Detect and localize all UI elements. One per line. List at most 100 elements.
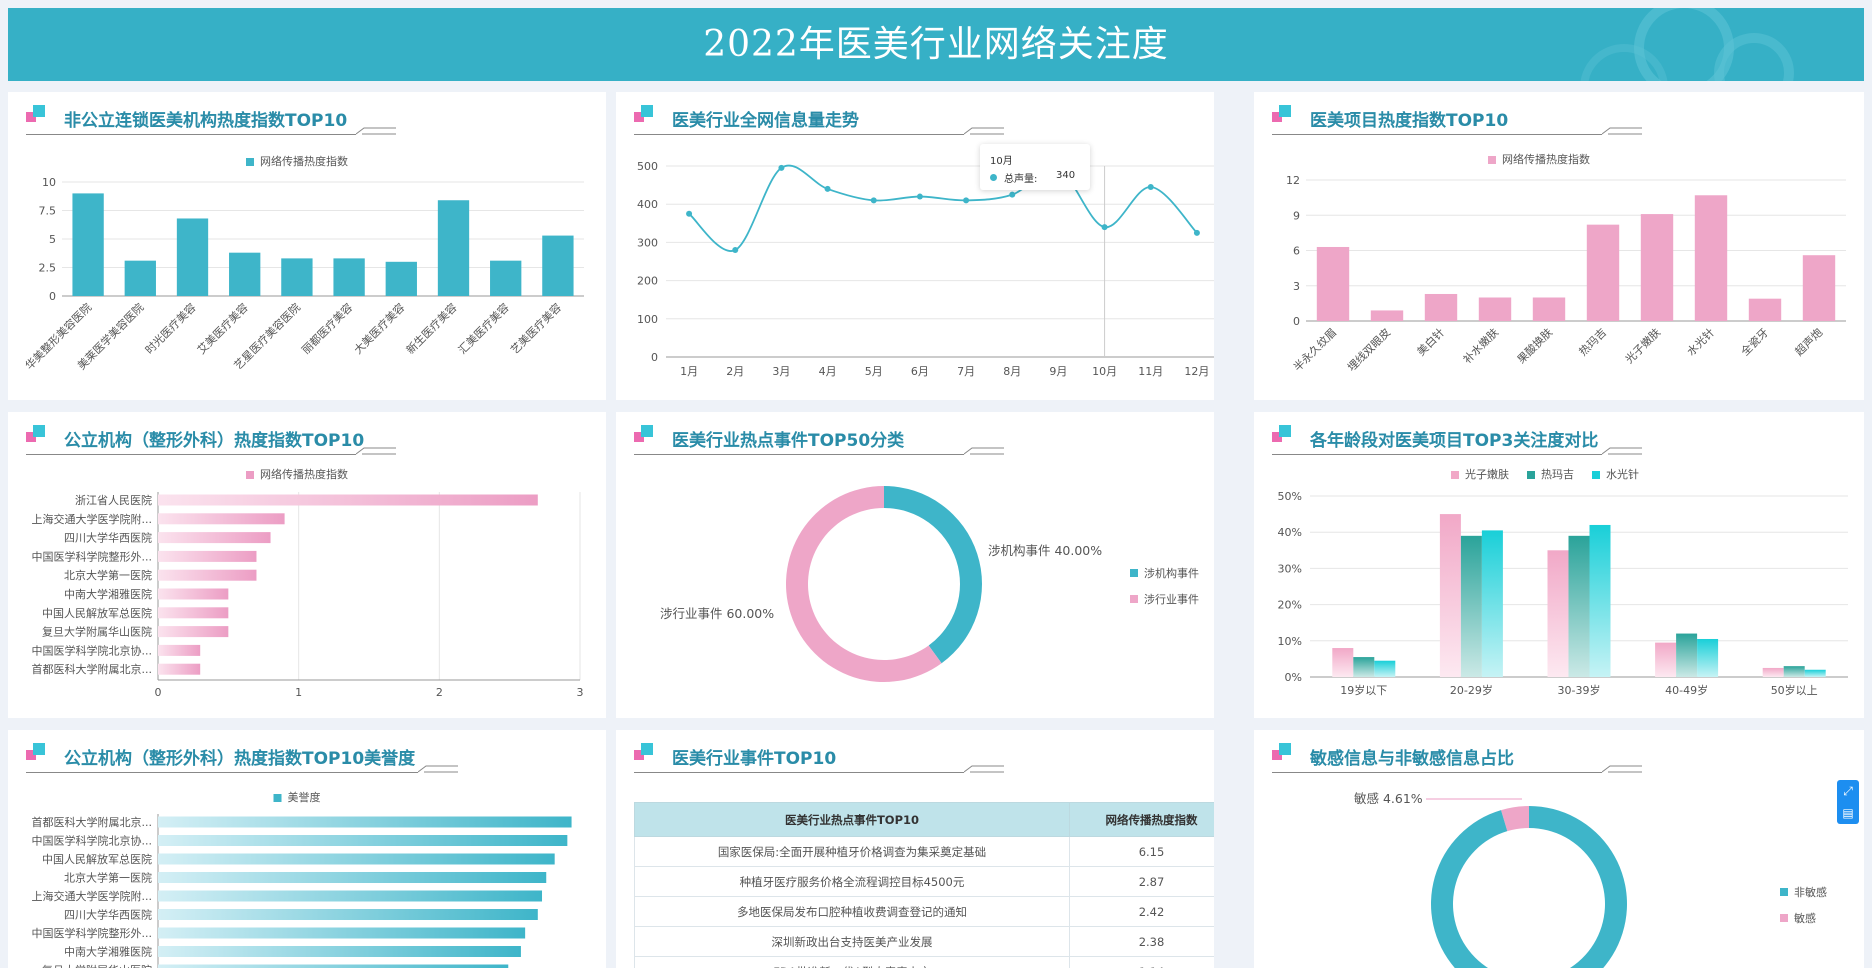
x-tick-label: 2月	[726, 365, 744, 378]
bar	[124, 260, 156, 296]
y-tick-label: 首都医科大学附属北京...	[32, 662, 153, 676]
bar	[1316, 246, 1350, 321]
table-cell: 2.38	[1069, 926, 1214, 957]
bar	[1370, 310, 1404, 321]
table-cell: 国家医保局:全面开展种植牙价格调查为集采奠定基础	[634, 836, 1070, 867]
data-point	[1101, 224, 1108, 231]
bar	[1783, 666, 1805, 677]
bar	[158, 853, 555, 865]
chart-nonpublic-chain: 网络传播热度指数02.557.510华美整形美容医院美莱医学美容医院时光医疗美容…	[22, 154, 584, 372]
table-header-index: 网络传播热度指数	[1069, 802, 1214, 837]
y-tick-label: 100	[637, 313, 658, 326]
bar	[158, 532, 271, 544]
bar	[1655, 642, 1677, 677]
bar	[229, 252, 261, 296]
y-tick-label: 上海交通大学医学院附...	[32, 889, 153, 903]
bar	[333, 258, 365, 296]
x-tick-label: 美白针	[1414, 325, 1447, 358]
dashboard-title: 2022年医美行业网络关注度	[703, 24, 1169, 65]
expand-icon[interactable]: ⤢	[1843, 784, 1853, 798]
y-tick-label: 30%	[1278, 562, 1302, 575]
data-point	[963, 197, 970, 204]
document-icon[interactable]: ▤	[1842, 806, 1854, 820]
header-decoration	[1580, 8, 1794, 81]
data-point	[870, 197, 877, 204]
panel-title: 非公立连锁医美机构热度指数TOP10	[64, 111, 348, 131]
y-tick-label: 10%	[1278, 635, 1302, 648]
bar	[1460, 535, 1482, 677]
x-tick-label: 热玛吉	[1577, 326, 1610, 359]
bar	[158, 816, 572, 828]
x-tick-label: 丽都医疗美容	[299, 300, 356, 357]
y-tick-label: 中国医学科学院北京协...	[32, 643, 153, 657]
y-tick-label: 上海交通大学医学院附...	[32, 512, 153, 526]
bar	[1332, 648, 1354, 677]
bar	[158, 626, 229, 638]
panel-title: 医美行业全网信息量走势	[672, 111, 859, 131]
floating-toolbar: ⤢ ▤	[1837, 780, 1859, 824]
panel-event-categories: 医美行业热点事件TOP50分类 涉机构事件 40.00% 涉行业事件 60.00%…	[616, 412, 1214, 718]
y-tick-label: 20%	[1278, 599, 1302, 612]
y-tick-label: 中南大学湘雅医院	[64, 587, 152, 601]
table-cell: 6.15	[1069, 836, 1214, 867]
table-cell: 深圳新政出台支持医美产业发展	[634, 926, 1070, 957]
x-tick-label: 1	[295, 686, 302, 699]
chart-projects: 网络传播热度指数 0 3 6 9 12 半永久纹眉 埋线双眼皮 美白针 补水嫩肤 果酸换肤 热玛吉 光子…	[1286, 152, 1846, 374]
y-tick-label: 10	[42, 176, 56, 189]
legend-swatch	[1451, 471, 1459, 479]
x-tick-label: 19岁以下	[1340, 683, 1387, 697]
pie-slice	[786, 486, 942, 682]
x-tick-label: 5月	[865, 365, 883, 378]
bar	[1697, 638, 1719, 677]
x-tick-label: 30-39岁	[1558, 683, 1601, 697]
y-tick-label: 中国医学科学院整形外...	[32, 549, 153, 563]
table-cell: 2.42	[1069, 896, 1214, 927]
y-tick-label: 500	[637, 160, 658, 173]
legend-swatch	[1130, 569, 1138, 577]
y-tick-label: 北京大学第一医院	[64, 568, 152, 582]
x-tick-label: 全瓷牙	[1738, 325, 1771, 358]
data-point	[824, 185, 831, 192]
y-tick-label: 复旦大学附属华山医院	[42, 963, 152, 968]
data-label: 涉行业事件 60.00%	[660, 606, 774, 621]
table-row: 种植牙医疗服务价格全流程调控目标4500元 2.87	[634, 866, 1214, 897]
data-point	[732, 247, 739, 254]
bar	[158, 644, 201, 656]
bar	[1694, 195, 1728, 321]
data-point	[1147, 184, 1154, 191]
x-tick-label: 4月	[819, 365, 837, 378]
table-row: FDA批准新一代A型肉毒素上市1.14	[634, 956, 1214, 968]
data-label: 涉机构事件 40.00%	[988, 543, 1102, 558]
bar	[158, 663, 201, 675]
table-row: 国家医保局:全面开展种植牙价格调查为集采奠定基础 6.15	[634, 836, 1214, 867]
bar	[1478, 297, 1512, 321]
y-tick-label: 0	[1293, 315, 1300, 328]
x-tick-label: 40-49岁	[1665, 683, 1708, 697]
legend-swatch	[1488, 156, 1496, 164]
legend-swatch	[1592, 471, 1600, 479]
bar	[158, 964, 509, 968]
bar	[1804, 669, 1826, 677]
x-tick-label: 7月	[957, 365, 975, 378]
pie-slice	[1431, 806, 1627, 968]
legend-swatch	[1527, 471, 1535, 479]
y-tick-label: 6	[1293, 245, 1300, 258]
bar	[1374, 660, 1396, 677]
series-line	[688, 164, 1198, 252]
legend-swatch	[246, 471, 254, 479]
x-tick-label: 艾美医疗美容	[194, 300, 251, 357]
y-tick-label: 四川大学华西医院	[64, 908, 152, 922]
pie-slice	[884, 486, 982, 664]
bar	[1547, 550, 1569, 677]
bar	[158, 494, 538, 506]
y-tick-label: 40%	[1278, 526, 1302, 539]
y-tick-label: 7.5	[39, 205, 57, 218]
bar	[158, 872, 547, 883]
bar	[542, 235, 574, 296]
y-tick-label: 200	[637, 275, 658, 288]
bar	[1353, 657, 1375, 677]
dashboard-header: 2022年医美行业网络关注度	[8, 8, 1864, 81]
